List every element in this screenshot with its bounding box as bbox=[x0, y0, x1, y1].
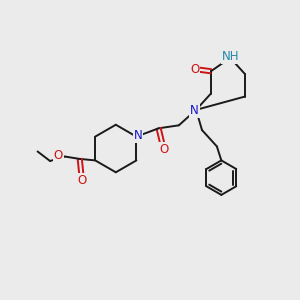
Text: N: N bbox=[190, 104, 199, 117]
Text: O: O bbox=[77, 174, 87, 187]
Text: O: O bbox=[190, 63, 199, 76]
Text: N: N bbox=[134, 129, 142, 142]
Text: NH: NH bbox=[222, 50, 240, 64]
Text: O: O bbox=[54, 148, 63, 162]
Text: O: O bbox=[159, 143, 168, 156]
